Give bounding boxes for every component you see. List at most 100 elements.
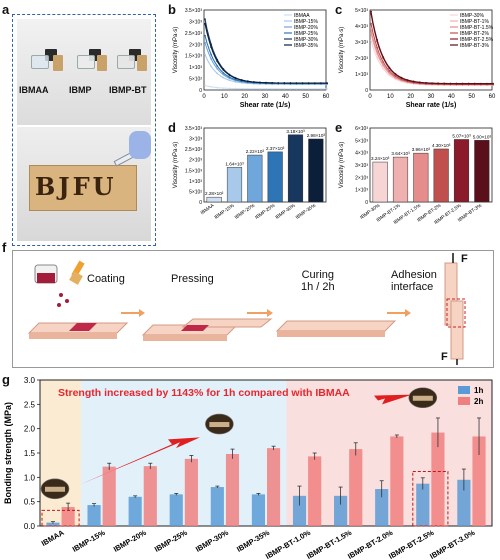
y-tick-label: 1.5×10³ (185, 54, 202, 60)
y-tick-label: 1×10³ (189, 179, 202, 185)
panel-label-f: f (2, 240, 7, 255)
data-point (234, 80, 237, 83)
data-point (234, 87, 237, 90)
y-tick-label: 1.5 (24, 449, 36, 458)
x-tick-label: 10 (221, 94, 228, 100)
data-point (455, 82, 458, 85)
x-tick-label: IBMP-15% (71, 528, 107, 554)
data-point (320, 82, 322, 85)
data-point (486, 82, 488, 85)
data-point (265, 87, 267, 90)
data-point (204, 84, 206, 87)
plot-frame (203, 127, 327, 203)
data-point (289, 87, 292, 90)
chart-d: 0 5×10² 1×10³ 1.5×10³ 2×10³ 2.5×10³ 3×10³ 3.5×1… (173, 126, 327, 221)
data-point (295, 87, 298, 90)
x-tick-label: IBMAA (200, 202, 216, 216)
interface-highlight (446, 298, 466, 328)
data-point (240, 87, 243, 90)
y-tick-label: 0.0 (24, 522, 36, 531)
bar-1h (334, 495, 348, 526)
data-point (210, 46, 213, 48)
brush-icon (69, 260, 85, 285)
data-point (222, 73, 225, 76)
panel-label-a: a (2, 2, 10, 17)
region-ibmaa (40, 380, 82, 526)
bjfu-text: BJFU (35, 172, 117, 201)
data-point (376, 46, 379, 49)
y-tick-label: 0 (199, 200, 202, 206)
data-point (252, 87, 255, 90)
force-label-top: F (461, 253, 468, 265)
x-tick-label: 20 (407, 94, 414, 100)
data-point (326, 87, 328, 90)
data-label: 3.24×10³ (371, 156, 390, 161)
data-point (204, 22, 206, 25)
x-tick-label: 50 (468, 94, 475, 100)
data-point (313, 87, 316, 90)
plot-frame (369, 9, 493, 91)
highlight-bt-2-5 (412, 470, 449, 527)
data-point (406, 79, 409, 81)
legend-entry: IBMP-30% (460, 13, 484, 19)
data-point (204, 53, 206, 56)
data-point (210, 65, 213, 68)
legend-swatch (458, 397, 470, 405)
x-tick-label: IBMP-30% (194, 528, 230, 554)
bar (267, 151, 283, 203)
y-axis-label: Viscosity (mPa·s) (339, 27, 345, 74)
data-point (222, 68, 225, 71)
x-tick-label: IBMP-BT-3.0% (428, 528, 476, 560)
y-tick-label: 5×10³ (355, 138, 368, 144)
y-tick-label: 2×10³ (189, 42, 202, 48)
data-label: 2.28×10² (205, 191, 224, 196)
vials-photo: IBMAA IBMP IBMP-BT (17, 19, 151, 125)
bar (206, 196, 222, 203)
legend-entry: IBMP-BT-3% (460, 43, 489, 49)
bar-1h (46, 522, 60, 526)
y-tick-label: 1×10³ (355, 72, 368, 78)
annotation-text: Strength increased by 1143% for 1h compa… (58, 387, 350, 399)
data-point (222, 76, 225, 79)
y-tick-label: 1.5×10³ (185, 168, 202, 174)
data-label: 5.00×10³ (473, 134, 492, 139)
legend-entry: IBMP-BT-2.5% (460, 37, 494, 43)
data-point (204, 34, 206, 37)
photo-panel: IBMAA IBMP IBMP-BT BJFU (12, 14, 156, 246)
bar-2h (267, 448, 281, 526)
legend-entry: IBMP-BT-1% (460, 19, 489, 25)
data-point (394, 72, 397, 75)
legend-entry: IBMAA (294, 13, 310, 19)
y-tick-label: 3×10³ (355, 163, 368, 169)
data-point (382, 56, 385, 59)
paint-bucket-icon (34, 264, 58, 284)
board-pressing-side (143, 335, 227, 341)
x-tick-label: IBMP-35% (295, 202, 318, 220)
bar-2h (184, 458, 198, 526)
data-point (265, 81, 267, 84)
bar (372, 161, 388, 203)
data-label: 5.07×10³ (452, 133, 471, 138)
y-tick-label: 4×10³ (355, 151, 368, 157)
y-tick-label: 2×10³ (355, 56, 368, 62)
bar-1h (457, 479, 471, 526)
y-tick-label: 5×10² (189, 189, 202, 195)
x-tick-label: 30 (262, 94, 269, 100)
y-tick-label: 5×10³ (355, 8, 368, 14)
data-point (388, 74, 391, 77)
x-tick-label: 20 (241, 94, 248, 100)
bar-1h (251, 494, 265, 526)
y-tick-label: 1.0 (24, 473, 36, 482)
x-tick-label: IBMP-25% (254, 202, 277, 220)
vial-ibmp (77, 55, 95, 69)
data-point (418, 81, 421, 84)
data-point (216, 65, 219, 67)
data-point (204, 18, 206, 21)
bar (392, 156, 409, 203)
legend-entry: 1h (474, 386, 483, 395)
bar (453, 139, 470, 203)
y-tick-label: 2.5 (24, 400, 36, 409)
bar-1h (292, 495, 307, 526)
data-point (479, 82, 482, 85)
panel-label-e: e (335, 120, 343, 135)
